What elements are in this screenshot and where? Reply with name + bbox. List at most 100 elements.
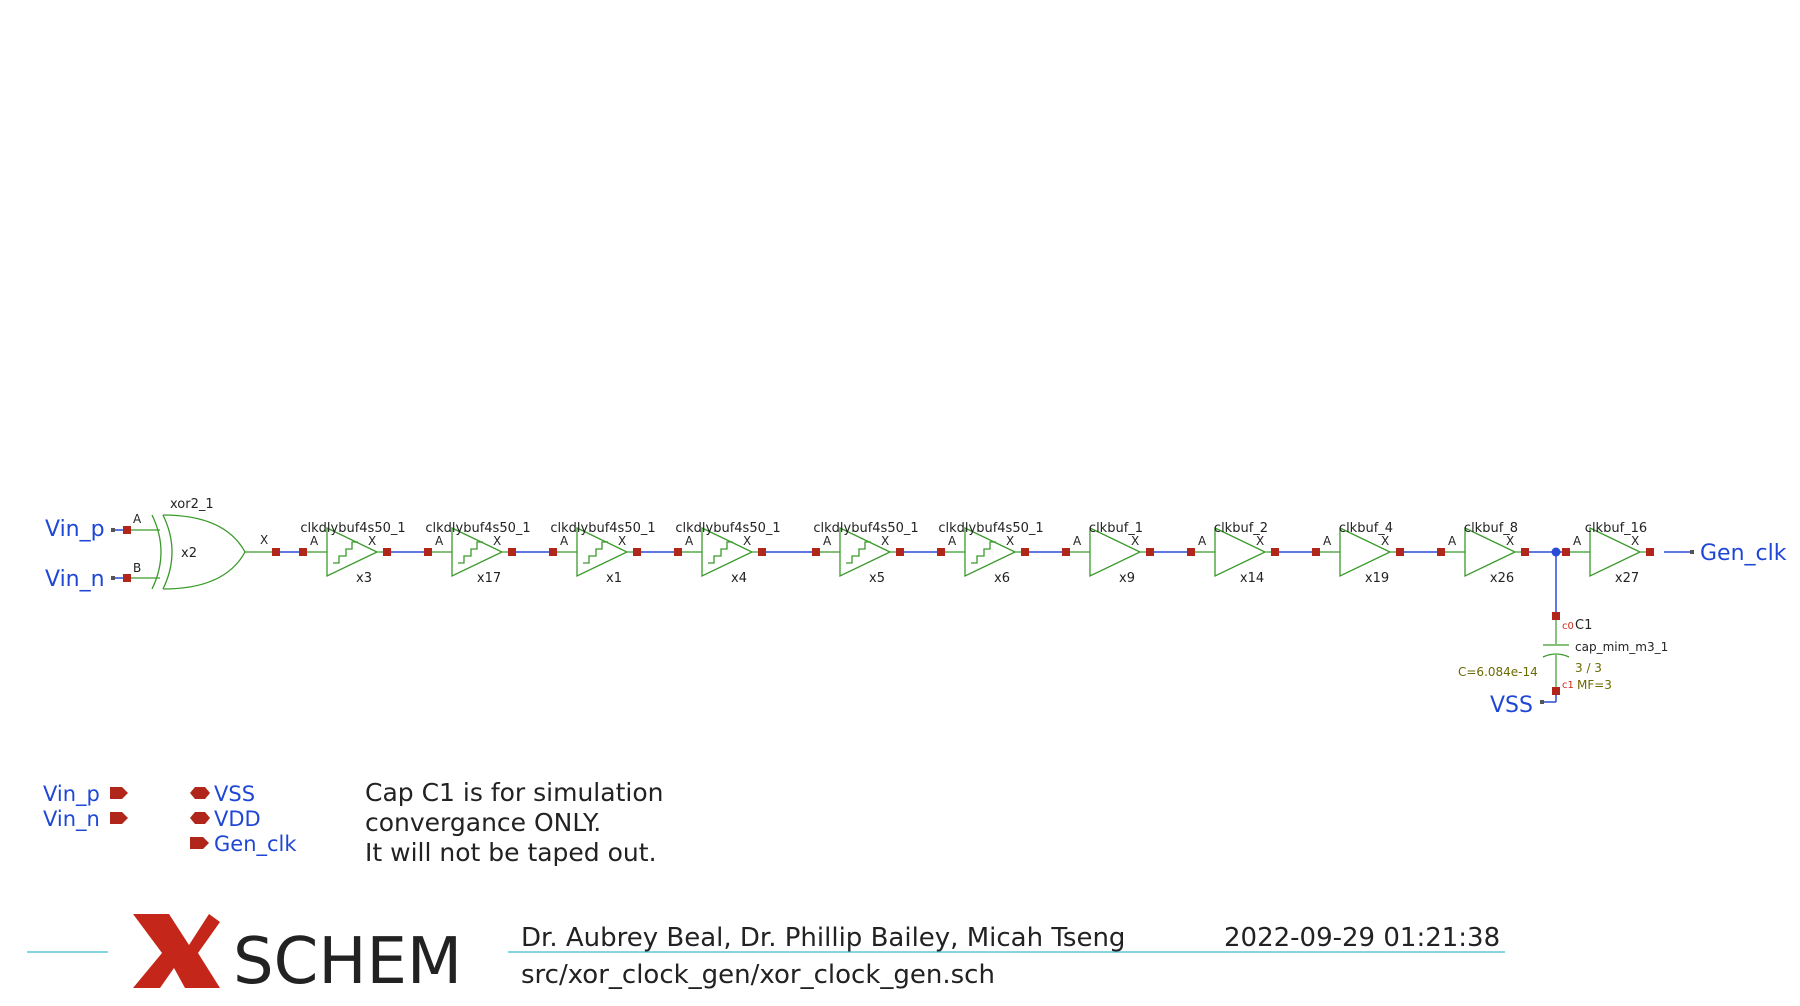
port-vin-p-label: Vin_p [43,782,100,807]
capacitor-c1[interactable]: VSS c0 c1 C1 cap_mim_m3_1 C=6.084e-14 3 … [1458,547,1668,719]
buffer-pin-a-label: A [560,534,569,548]
buffer-instance-label: x26 [1490,571,1514,586]
port-vss-label: VSS [214,782,255,806]
logo-x-mark [133,914,220,988]
xschem-logo: SCHEM [133,914,462,999]
buffer-triangle [1589,526,1642,578]
xor-pin-x [272,548,280,556]
buffer-symbol-label: clkbuf_16 [1585,521,1647,536]
delay-staircase-icon [708,541,733,564]
vin-n-port-dot [111,576,115,580]
buffer-pin-a [299,548,307,556]
buffer-pin-a [549,548,557,556]
xor-front-arc [162,514,173,590]
buffer-pin-a [1062,548,1070,556]
cap-pin-c0-label: c0 [1562,621,1574,632]
buffer-pin-x-label: X [1006,534,1014,548]
buffer-symbol-label: clkdlybuf4s50_1 [938,521,1043,536]
xor-pin-b [123,574,131,582]
buffer-pin-a-label: A [435,534,444,548]
net-label-vss: VSS [1490,693,1533,718]
xor-pin-b-label: B [133,561,141,575]
buffer-pin-a [674,548,682,556]
buffer-pin-a [1187,548,1195,556]
buffer-symbol-label: clkdlybuf4s50_1 [300,521,405,536]
buffer-pin-x-label: X [1131,534,1139,548]
buffer-pin-x [1146,548,1154,556]
buffer-pin-a [1312,548,1320,556]
output-port-icon [190,837,209,849]
buffer-pin-x-label: X [1256,534,1264,548]
buffer-pin-a [424,548,432,556]
cap-ratio-label: 3 / 3 [1575,661,1602,675]
buffer-pin-a-label: A [1073,534,1082,548]
buffer-symbol-label: clkdlybuf4s50_1 [675,521,780,536]
vin-p-port-dot [111,528,115,532]
buffer-pin-a [1562,548,1570,556]
buffer-pin-a-label: A [948,534,957,548]
buffer-pin-x [1271,548,1279,556]
port-gen-clk-label: Gen_clk [214,832,297,857]
buffer-pin-a-label: A [823,534,832,548]
buffer-pin-a [937,548,945,556]
buffer-pin-x-label: X [618,534,626,548]
buffer-symbol-label: clkbuf_8 [1464,521,1518,536]
buffer-pin-a [1437,548,1445,556]
xor-pin-a [123,526,131,534]
logo-text: SCHEM [233,925,462,999]
buffer-pin-x [383,548,391,556]
buffer-pin-x-label: X [1631,534,1639,548]
authors-text: Dr. Aubrey Beal, Dr. Phillip Bailey, Mic… [521,923,1125,953]
gen-clk-port-dot [1690,550,1694,554]
buffer-symbol-label: clkbuf_2 [1214,521,1268,536]
buffer-pin-x [758,548,766,556]
buffer-pin-x [633,548,641,556]
buffer-instance-label: x4 [731,571,747,586]
path-text: src/xor_clock_gen/xor_clock_gen.sch [521,960,995,990]
xor-gate-block[interactable]: Vin_p Vin_n A B X xor2_1 x2 [45,497,280,592]
cap-pin-c1 [1552,687,1560,695]
buffer-triangle [451,526,504,578]
buffer-symbol-label: clkdlybuf4s50_1 [425,521,530,536]
xor-symbol-label: xor2_1 [170,497,214,512]
delay-staircase-icon [971,541,996,564]
buffer-pin-a-label: A [310,534,319,548]
buffer-pin-x-label: X [493,534,501,548]
buffer-pin-x [896,548,904,556]
buffer-instance-label: x5 [869,571,885,586]
buffer-instance-label: x27 [1615,571,1639,586]
buffer-triangle [1339,526,1392,578]
delay-staircase-icon [846,541,871,564]
buffer-symbol-label: clkbuf_1 [1089,521,1143,536]
buffer-symbol-label: clkdlybuf4s50_1 [550,521,655,536]
net-label-vin-n: Vin_n [45,567,105,592]
buffer-pin-x [1021,548,1029,556]
buffer-pin-a [812,548,820,556]
delay-staircase-icon [583,541,608,564]
buffer-triangle [701,526,754,578]
buffer-pin-a-label: A [1323,534,1332,548]
note-line-1: Cap C1 is for simulation [365,778,663,807]
buffer-pin-a-label: A [1448,534,1457,548]
cap-pin-c1-label: c1 [1562,680,1574,691]
port-vdd-label: VDD [214,807,261,831]
net-label-gen-clk: Gen_clk [1700,541,1787,566]
note-line-2: convergance ONLY. [365,808,601,837]
input-port-icon [110,787,128,799]
output-net-block[interactable]: Gen_clk [1664,541,1787,566]
buffer-pin-a-label: A [1198,534,1207,548]
buffer-instance-label: x1 [606,571,622,586]
